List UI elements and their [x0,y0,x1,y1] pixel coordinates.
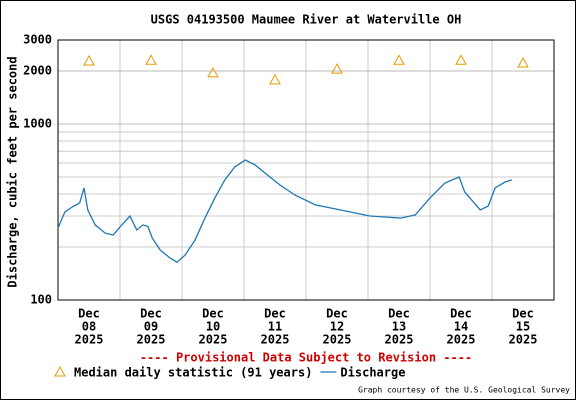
y-tick-label: 3000 [23,33,52,47]
x-tick-label: 12 [330,320,344,334]
x-tick-label: 13 [392,320,406,334]
y-tick-label: 1000 [23,116,52,130]
x-tick-label: 15 [516,320,530,334]
x-tick-label: 2025 [199,333,228,347]
x-tick-label: 2025 [385,333,414,347]
median-marker [455,54,467,65]
y-tick-label: 100 [30,293,52,307]
x-tick-label: Dec [264,307,286,321]
discharge-line [57,159,513,263]
x-tick-label: 2025 [509,333,538,347]
x-tick-label: Dec [326,307,348,321]
median-marker [83,54,95,66]
median-marker [145,54,157,65]
notice: ---- Provisional Data Subject to Revisio… [140,351,472,365]
chart-title: USGS 04193500 Maumee River at Waterville… [151,13,462,27]
x-tick-label: Dec [512,307,534,321]
plot-border [57,39,555,301]
median-marker [331,63,343,74]
credit: Graph courtesy of the U.S. Geological Su… [358,386,570,395]
median-marker [393,54,405,65]
x-tick-label: 2025 [75,333,104,347]
x-tick-label: Dec [78,307,100,321]
legend-label: Discharge [340,366,405,380]
x-tick-label: 14 [454,320,468,334]
median-marker [207,66,219,78]
x-tick-label: Dec [140,307,162,321]
x-tick-label: 2025 [261,333,290,347]
x-tick-label: 08 [82,320,96,334]
y-tick-label: 2000 [23,63,52,77]
x-tick-label: Dec [450,307,472,321]
x-tick-label: Dec [388,307,410,321]
median-marker [269,73,281,85]
median-marker [517,56,529,68]
x-tick-label: 11 [268,320,282,334]
x-tick-label: 10 [206,320,220,334]
legend-label: Median daily statistic (91 years) [74,366,312,380]
y-axis-label: Discharge, cubic feet per second [6,56,20,287]
median-marker [54,365,66,377]
x-tick-label: 2025 [323,333,352,347]
x-tick-label: 2025 [447,333,476,347]
x-tick-label: Dec [202,307,224,321]
x-tick-label: 09 [144,320,158,334]
x-tick-label: 2025 [137,333,166,347]
